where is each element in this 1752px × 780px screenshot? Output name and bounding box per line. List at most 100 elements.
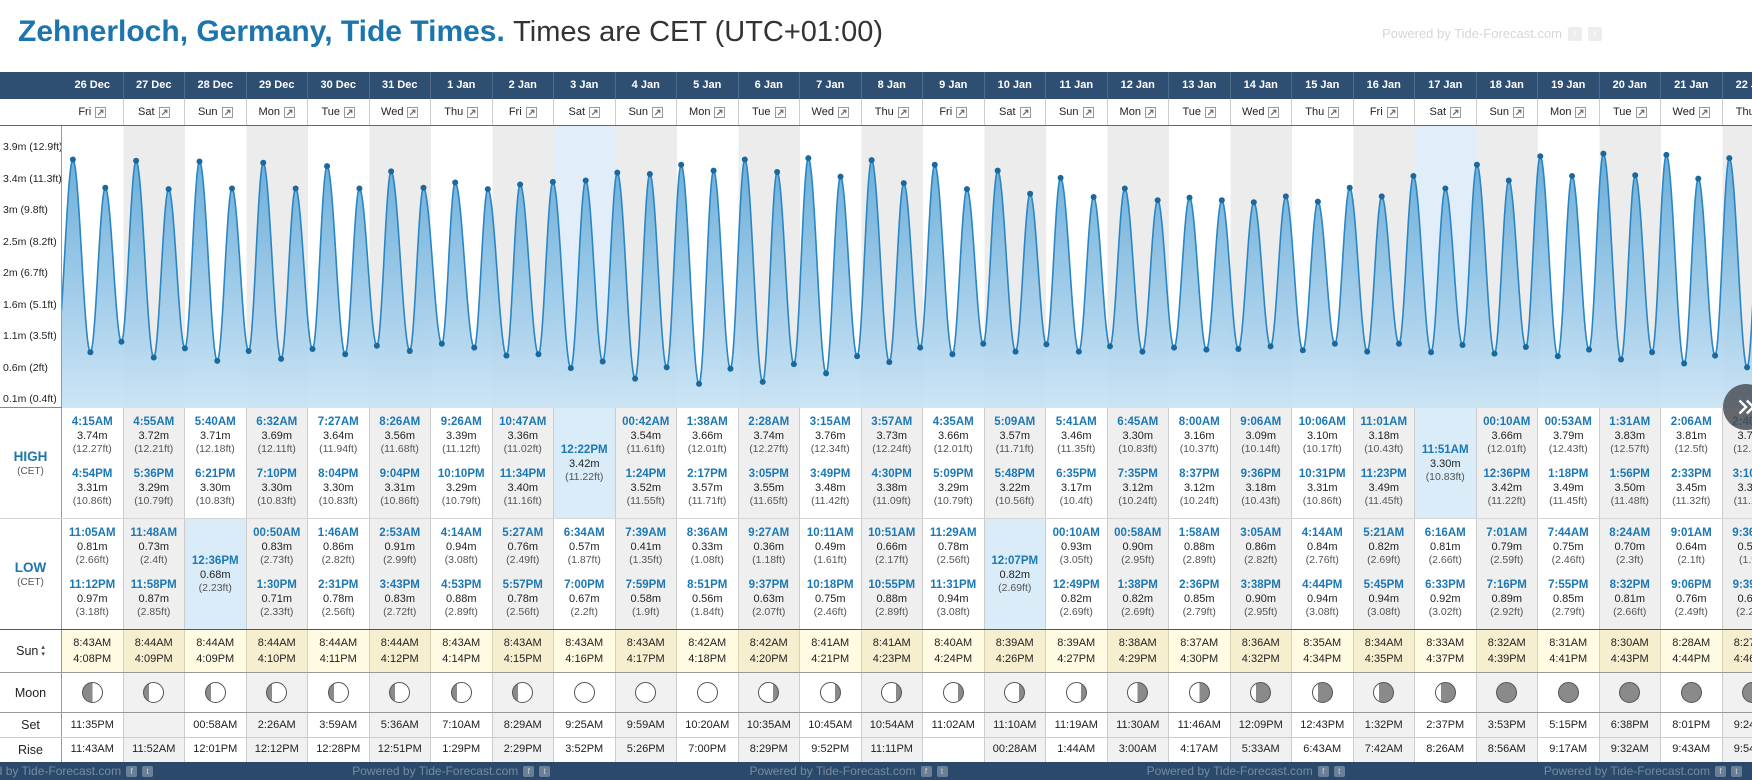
expand-day-icon[interactable] [1450, 106, 1461, 118]
expand-day-icon[interactable] [407, 106, 419, 118]
low-tide-height-m: 0.94m [1368, 593, 1400, 605]
facebook-icon[interactable]: f [1714, 765, 1726, 777]
expand-day-icon[interactable] [221, 106, 233, 118]
low-tide-height-ft: (2.46ft) [1551, 554, 1585, 566]
low-tide-height-m: 0.89m [1491, 593, 1523, 605]
high-tide-cell: 6:32AM 3.69m (12.11ft) 7:10PM 3.30m (10.83ft) [246, 408, 308, 518]
low-tide-entry: 7:16PM 0.89m (2.92ft) [1477, 578, 1538, 619]
expand-day-icon[interactable] [837, 106, 849, 118]
moonset-time: 5:36AM [369, 713, 431, 737]
expand-day-icon[interactable] [467, 106, 479, 118]
expand-day-icon[interactable] [283, 106, 295, 118]
day-of-week-label: Mon [1550, 106, 1572, 118]
high-tide-height-ft: (12.24ft) [872, 443, 912, 455]
low-tide-height-m: 0.33m [691, 541, 723, 553]
high-tide-height-ft: (10.43ft) [1364, 443, 1404, 455]
high-tide-height-m: 3.48m [814, 482, 846, 494]
expand-day-icon[interactable] [1268, 106, 1280, 118]
day-of-week-label: Sun [197, 106, 218, 118]
date-row-spacer [0, 72, 62, 99]
low-tide-time: 1:58AM [1178, 527, 1220, 539]
day-of-week-cell: Wed [369, 99, 431, 125]
expand-day-icon[interactable] [1082, 106, 1094, 118]
expand-day-icon[interactable] [774, 106, 786, 118]
date-header-cell: 20 Jan [1600, 72, 1661, 99]
low-tide-entry: 00:50AM 0.83m (2.73ft) [247, 526, 308, 567]
expand-day-icon[interactable] [1575, 106, 1587, 118]
low-tide-time: 00:50AM [253, 527, 301, 539]
high-tide-time: 5:41AM [1055, 416, 1097, 428]
expand-day-icon[interactable] [158, 106, 170, 118]
high-tide-height-ft: (11.68ft) [380, 443, 419, 455]
expand-day-icon[interactable] [525, 106, 537, 118]
expand-day-icon[interactable] [1698, 106, 1710, 118]
low-tide-height-m: 0.66m [876, 541, 908, 553]
sunrise-time: 8:42AM [749, 637, 788, 649]
high-tide-cell: 2:28AM 3.74m (12.27ft) 3:05PM 3.55m (11.65ft) [738, 408, 800, 518]
twitter-icon[interactable]: t [142, 765, 154, 777]
sunset-time: 4:46PM [1733, 653, 1752, 665]
date-header-cell: 22 Jan [1723, 72, 1752, 99]
day-of-week-label: Tue [751, 106, 771, 118]
date-header-cell: 30 Dec [308, 72, 370, 99]
high-tide-entry: 7:35PM 3.12m (10.24ft) [1108, 467, 1169, 508]
day-of-week-label: Thu [874, 106, 894, 118]
expand-day-icon[interactable] [1019, 106, 1031, 118]
high-tide-height-m: 3.40m [507, 482, 539, 494]
high-tide-height-ft: (10.83ft) [1425, 470, 1465, 483]
high-tide-height-m: 3.18m [1368, 430, 1400, 442]
high-tide-entry: 6:35PM 3.17m (10.4ft) [1046, 467, 1107, 508]
low-tide-height-ft: (2.73ft) [260, 554, 294, 566]
expand-day-icon[interactable] [95, 106, 107, 118]
low-tide-height-ft: (2.2ft) [570, 606, 598, 618]
expand-day-icon[interactable] [1513, 106, 1525, 118]
expand-day-icon[interactable] [897, 106, 909, 118]
high-tide-height-ft: (10.14ft) [1241, 443, 1281, 455]
low-tide-time: 1:46AM [317, 527, 359, 539]
powered-by-text: Powered by Tide-Forecast.com [749, 764, 916, 778]
sunrise-time: 8:38AM [1118, 637, 1157, 649]
facebook-icon[interactable]: f [1317, 765, 1329, 777]
facebook-icon[interactable]: f [523, 765, 535, 777]
day-of-week-label: Fri [939, 106, 953, 118]
facebook-icon[interactable]: f [920, 765, 932, 777]
expand-day-icon[interactable] [344, 106, 356, 118]
twitter-icon[interactable]: t [1588, 26, 1602, 41]
twitter-icon[interactable]: t [936, 765, 948, 777]
low-tide-time: 6:33PM [1425, 579, 1466, 591]
expand-day-icon[interactable] [714, 106, 726, 118]
low-tide-height-m: 0.67m [568, 593, 600, 605]
high-tide-time: 12:36PM [1483, 468, 1531, 480]
expand-day-icon[interactable] [1205, 106, 1217, 118]
expand-day-icon[interactable] [1328, 106, 1340, 118]
high-tide-height-m: 3.12m [1183, 482, 1215, 494]
sunset-time: 4:09PM [196, 653, 235, 665]
low-tide-time: 6:16AM [1424, 527, 1466, 539]
twitter-icon[interactable]: t [539, 765, 551, 777]
expand-day-icon[interactable] [652, 106, 664, 118]
twitter-icon[interactable]: t [1730, 765, 1742, 777]
moonrise-time: 3:52PM [554, 738, 616, 762]
high-tide-time: 5:36PM [133, 468, 174, 480]
facebook-icon[interactable]: f [1568, 26, 1582, 41]
sun-times-cell: 8:39AM 4:27PM [1046, 630, 1108, 672]
high-tide-entry: 00:53AM 3.79m (12.43ft) [1538, 415, 1599, 456]
high-tide-time: 6:45AM [1117, 416, 1159, 428]
moonset-time: 11:46AM [1169, 713, 1231, 737]
high-tide-time: 00:53AM [1544, 416, 1592, 428]
expand-day-icon[interactable] [956, 106, 968, 118]
low-tide-entry: 9:36AM 0.58m(1.9ft) [1723, 526, 1752, 567]
day-of-week-label: Sun [628, 106, 649, 118]
twitter-icon[interactable]: t [1333, 765, 1345, 777]
low-tide-time: 2:31PM [318, 579, 359, 591]
high-tide-height-m: 3.66m [937, 430, 969, 442]
sunset-time: 4:24PM [934, 653, 973, 665]
low-tide-cell: 9:01AM 0.64m (2.1ft) 9:06PM 0.76m (2.49ft) [1661, 519, 1723, 629]
low-tide-entry: 1:38PM 0.82m (2.69ft) [1108, 578, 1169, 619]
expand-day-icon[interactable] [1386, 106, 1398, 118]
facebook-icon[interactable]: f [126, 765, 138, 777]
expand-day-icon[interactable] [1144, 106, 1156, 118]
expand-day-icon[interactable] [1635, 106, 1647, 118]
expand-day-icon[interactable] [589, 106, 600, 118]
low-tide-height-ft: (1.18ft) [752, 554, 786, 566]
